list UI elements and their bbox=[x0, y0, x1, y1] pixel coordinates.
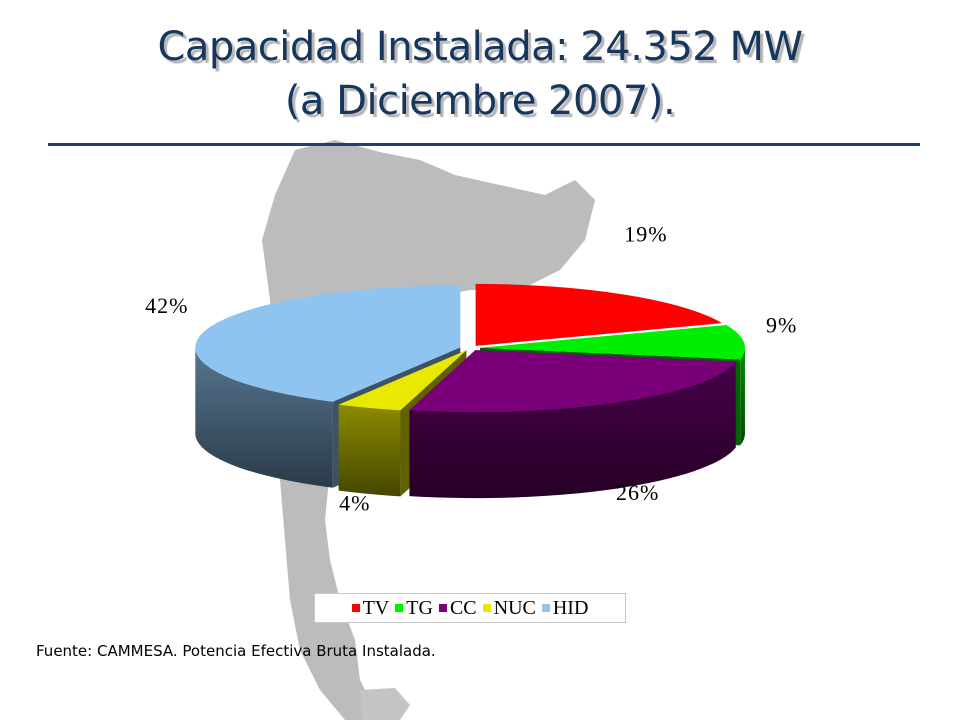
legend-swatch-cc bbox=[438, 604, 447, 612]
pie-slice-tv bbox=[475, 283, 723, 346]
legend-swatch-hid bbox=[541, 604, 550, 612]
legend-label-tg: TG bbox=[406, 596, 433, 619]
pie-labels: 19% 9% 26% 4% 42% bbox=[145, 221, 797, 516]
legend-swatch-tg bbox=[395, 604, 404, 612]
pie-slice-hid bbox=[195, 285, 461, 402]
legend-swatch-tv bbox=[351, 604, 360, 612]
pie-label-cc: 26% bbox=[616, 480, 659, 505]
pie-side-hid bbox=[195, 347, 333, 488]
pie-label-nuc: 4% bbox=[339, 491, 370, 516]
legend-item-tg: TG bbox=[395, 597, 433, 620]
legend-item-tv: TV bbox=[351, 596, 390, 620]
legend-label-hid: HID bbox=[552, 596, 589, 619]
legend-item-nuc: NUC bbox=[482, 596, 536, 620]
legend-label-tv: TV bbox=[362, 596, 390, 619]
map-island-shape bbox=[360, 688, 410, 720]
pie-label-tg: 9% bbox=[766, 312, 797, 337]
legend-item-hid: HID bbox=[541, 596, 589, 620]
pie-label-hid: 42% bbox=[145, 293, 188, 318]
chart-title-line-1: Capacidad Instalada: 24.352 MW bbox=[157, 24, 803, 70]
pie-slice-nuc bbox=[338, 350, 467, 411]
chart-title-line-2: (a Diciembre 2007). bbox=[284, 78, 676, 124]
pie-side-tg bbox=[740, 347, 745, 446]
pie-slice-tg bbox=[479, 324, 745, 360]
title-divider bbox=[48, 143, 920, 146]
pie-label-tv: 19% bbox=[624, 221, 667, 246]
source-note: Fuente: CAMMESA. Potencia Efectiva Bruta… bbox=[36, 642, 436, 660]
pie-side-nuc bbox=[338, 404, 401, 497]
legend-label-cc: CC bbox=[449, 596, 477, 619]
legend-label-nuc: NUC bbox=[493, 596, 536, 619]
pie-tops bbox=[195, 283, 745, 413]
legend-item-cc: CC bbox=[438, 596, 477, 620]
legend-swatch-nuc bbox=[482, 604, 491, 612]
pie-slice-cc bbox=[409, 350, 736, 413]
pie-side-cc bbox=[409, 361, 736, 499]
chart-legend: TV TG CC NUC HID bbox=[314, 593, 626, 623]
